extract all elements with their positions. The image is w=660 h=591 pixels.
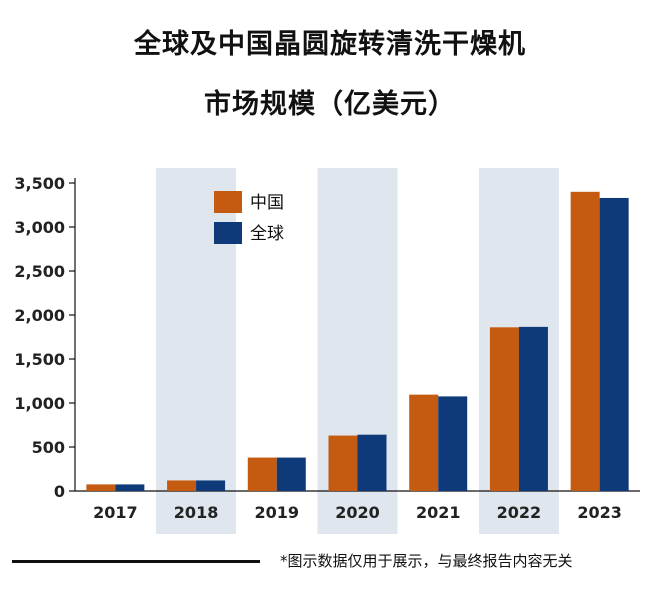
y-tick-label: 2,500 — [14, 262, 65, 281]
x-tick-label: 2022 — [497, 503, 542, 522]
bar-china-2018 — [167, 480, 197, 491]
x-tick-label: 2023 — [577, 503, 622, 522]
x-tick-label: 2017 — [93, 503, 138, 522]
bar-china-2023 — [570, 191, 600, 492]
bar-global-2023 — [599, 197, 629, 491]
legend-swatch-global — [214, 222, 242, 244]
y-tick-label: 500 — [32, 438, 65, 457]
bar-global-2019 — [276, 457, 306, 491]
x-tick-label: 2019 — [255, 503, 300, 522]
footer-divider — [12, 560, 260, 563]
y-tick-label: 1,500 — [14, 350, 65, 369]
bar-china-2019 — [247, 457, 277, 491]
bar-global-2022 — [518, 326, 548, 491]
x-tick-label: 2018 — [174, 503, 219, 522]
bar-china-2017 — [86, 484, 116, 491]
x-tick-label: 2020 — [335, 503, 380, 522]
chart-title-line1: 全球及中国晶圆旋转清洗干燥机 — [134, 29, 526, 60]
chart-title-line2: 市场规模（亿美元） — [204, 89, 456, 120]
bar-china-2022 — [489, 327, 519, 491]
legend-label-global: 全球 — [250, 224, 284, 244]
y-tick-label: 1,000 — [14, 394, 65, 413]
bar-china-2021 — [409, 394, 439, 491]
y-tick-label: 2,000 — [14, 306, 65, 325]
bar-global-2021 — [438, 396, 468, 491]
bar-global-2020 — [357, 434, 387, 491]
watermark: 网易号 | 贝哲斯咨询 — [500, 569, 626, 585]
footer-disclaimer: *图示数据仅用于展示，与最终报告内容无关 — [280, 552, 573, 570]
bar-china-2020 — [328, 435, 358, 491]
y-tick-label: 0 — [54, 482, 65, 501]
bar-global-2018 — [196, 480, 226, 491]
legend-swatch-china — [214, 191, 242, 213]
legend-label-china: 中国 — [250, 193, 284, 213]
x-tick-label: 2021 — [416, 503, 461, 522]
bar-global-2017 — [115, 484, 145, 491]
y-tick-label: 3,500 — [14, 174, 65, 193]
y-tick-label: 3,000 — [14, 218, 65, 237]
